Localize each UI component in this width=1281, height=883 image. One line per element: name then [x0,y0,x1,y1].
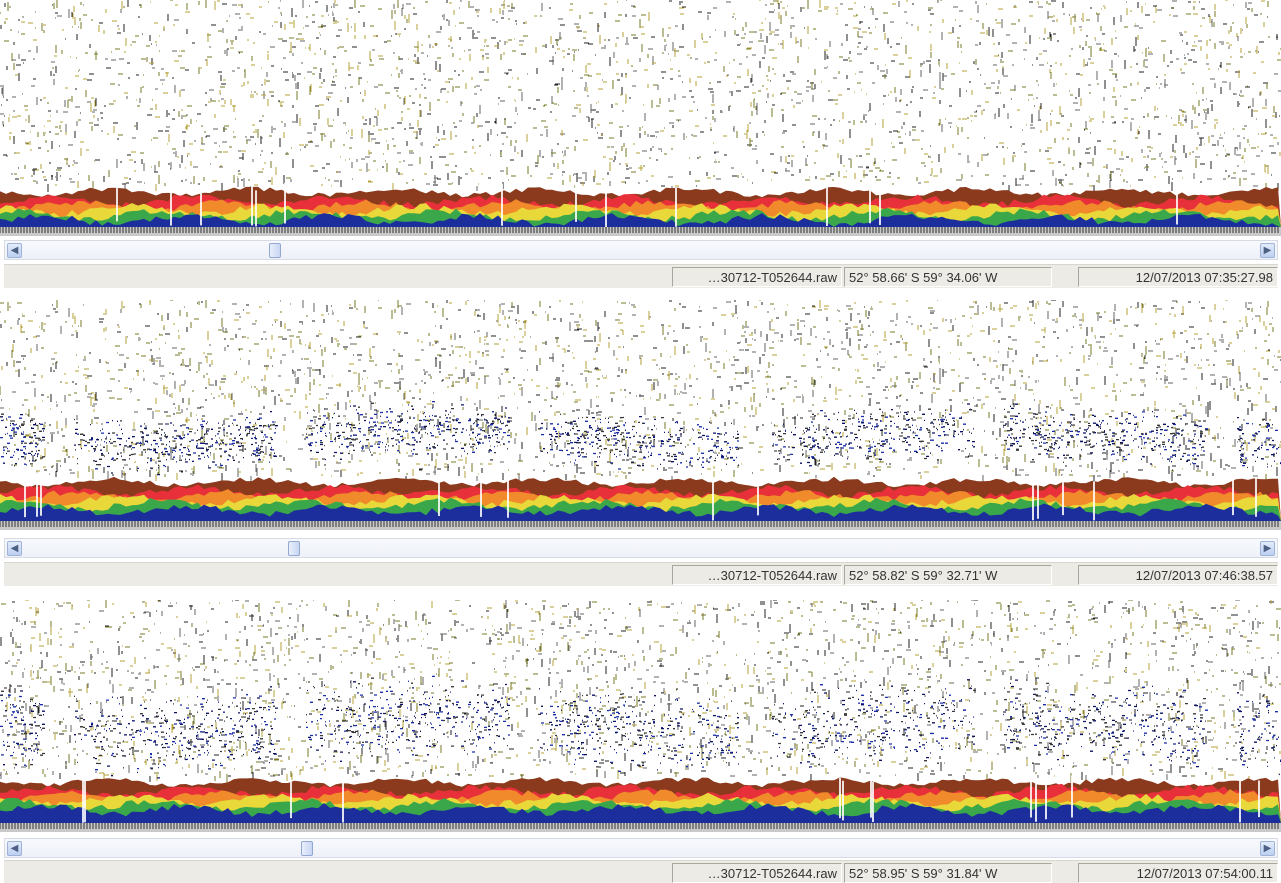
scroll-left-button[interactable]: ◀ [7,841,22,856]
scroll-left-button[interactable]: ◀ [7,541,22,556]
echogram [0,600,1281,832]
tick-marks [0,823,1279,829]
status-bar: …30712-T052644.raw 52° 58.66' S 59° 34.0… [4,264,1278,288]
echogram-panel: ◀ ▶ …30712-T052644.raw 52° 58.95' S 59° … [0,600,1281,883]
tick-strip [0,227,1281,236]
scroll-left-button[interactable]: ◀ [7,243,22,258]
fish-layer [0,402,1275,470]
seabed-layer [0,503,1281,521]
scroll-thumb[interactable] [288,541,300,556]
position: 52° 58.95' S 59° 31.84' W [844,863,1052,883]
fish-layer [0,677,1275,770]
echo-noise [0,600,1279,781]
scrollbar[interactable]: ◀ ▶ [4,838,1278,858]
scrollbar[interactable]: ◀ ▶ [4,240,1278,260]
scroll-thumb[interactable] [301,841,313,856]
file-name: …30712-T052644.raw [672,565,842,585]
seabed-layer [0,213,1281,227]
position: 52° 58.66' S 59° 34.06' W [844,267,1052,287]
echo-noise [1,300,1281,481]
fish-layer [0,403,1281,476]
echogram-panel: ◀ ▶ …30712-T052644.raw 52° 58.82' S 59° … [0,300,1281,592]
echo-noise [3,600,1281,785]
timestamp: 12/07/2013 07:35:27.98 [1078,267,1278,287]
scroll-right-button[interactable]: ▶ [1260,841,1275,856]
file-name: …30712-T052644.raw [672,863,842,883]
status-bar: …30712-T052644.raw 52° 58.95' S 59° 31.8… [4,860,1278,883]
echogram [0,0,1281,236]
scroll-right-button[interactable]: ▶ [1260,243,1275,258]
echogram-panel: ◀ ▶ …30712-T052644.raw 52° 58.66' S 59° … [0,0,1281,292]
seabed-layer [0,803,1281,823]
tick-strip [0,823,1281,832]
echogram [0,300,1281,530]
scroll-thumb[interactable] [269,243,281,258]
status-bar: …30712-T052644.raw 52° 58.82' S 59° 32.7… [4,562,1278,586]
ping-gap [116,182,1178,227]
echo-noise [0,600,1280,783]
echo-noise [0,300,1281,484]
fish-layer [0,675,1281,776]
echo-noise [0,300,1281,481]
fish-layer [0,679,1281,779]
timestamp: 12/07/2013 07:46:38.57 [1078,565,1278,585]
echo-noise [0,0,1281,193]
position: 52° 58.82' S 59° 32.71' W [844,565,1052,585]
echo-noise [0,0,1281,189]
file-name: …30712-T052644.raw [672,267,842,287]
tick-strip [0,521,1281,530]
echo-noise [0,0,1280,192]
ping-gap [24,472,1257,521]
tick-marks [0,521,1279,527]
timestamp: 12/07/2013 07:54:00.11 [1078,863,1278,883]
scroll-right-button[interactable]: ▶ [1260,541,1275,556]
echo-noise [5,0,1281,191]
scrollbar[interactable]: ◀ ▶ [4,538,1278,558]
ping-gap [82,773,1260,823]
tick-marks [0,227,1279,233]
